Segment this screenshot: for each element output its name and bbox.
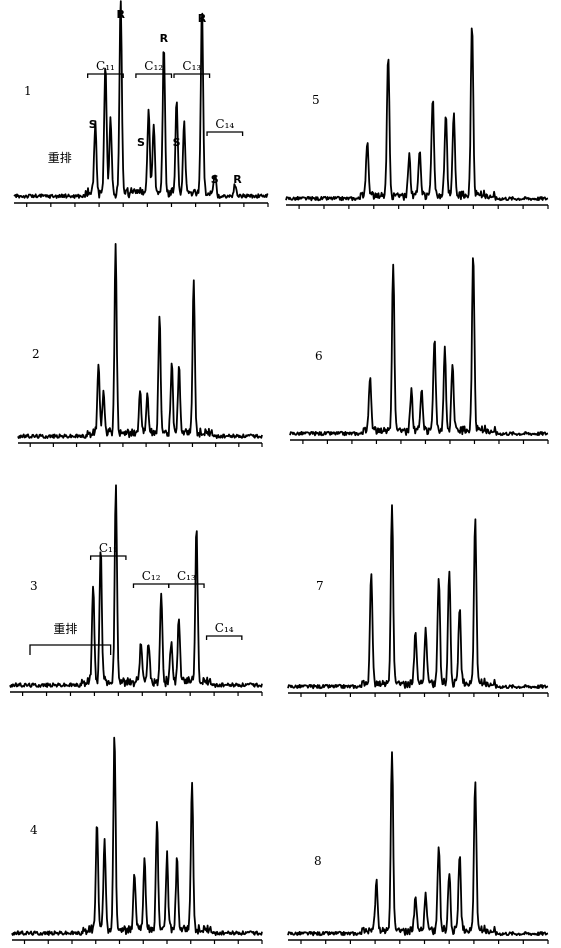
peak-label: R (198, 12, 207, 25)
panel-label: 6 (315, 349, 323, 363)
carbon-group-label: C₁₁ (96, 59, 115, 73)
peak-label: R (233, 173, 242, 186)
chromatogram-trace (287, 504, 549, 690)
carbon-group-label: C₁₄ (215, 621, 234, 635)
chromatogram-trace (289, 257, 549, 437)
panel-label: 3 (30, 579, 38, 593)
carbon-group-label: C₁₄ (215, 117, 234, 131)
chromatogram-trace (285, 27, 549, 202)
chromatogram-panel-4: 4 (11, 736, 263, 944)
peak-label: S (89, 118, 97, 131)
chromatogram-trace (287, 751, 549, 937)
chromatogram-trace (17, 242, 263, 440)
panel-label: 2 (32, 347, 40, 361)
group-bracket (173, 73, 211, 78)
group-bracket (89, 555, 127, 560)
peak-label: S (137, 136, 145, 149)
carbon-group-label: C₁₁ (99, 541, 118, 555)
chromatogram-trace (13, 0, 269, 199)
group-bracket (206, 131, 244, 136)
chromatogram-panel-5: 5 (285, 27, 549, 209)
peak-label: S (173, 136, 181, 149)
chromatogram-panel-8: 8 (287, 751, 549, 944)
carbon-group-label: C₁₃ (177, 569, 196, 583)
rearrangement-label: 重排 (48, 151, 72, 165)
group-bracket (135, 73, 173, 78)
group-bracket (87, 73, 124, 78)
peak-label: R (160, 32, 169, 45)
panel-label: 7 (316, 579, 324, 593)
rearrangement-label: 重排 (53, 622, 77, 636)
group-bracket (205, 635, 243, 640)
peak-label: R (116, 8, 125, 21)
chromatogram-trace (9, 484, 263, 688)
group-bracket (168, 583, 205, 588)
panel-label: 4 (30, 823, 38, 837)
panel-label: 5 (312, 93, 320, 107)
carbon-group-label: C₁₂ (142, 569, 161, 583)
rearrangement-bracket (29, 644, 112, 655)
chromatogram-panel-2: 2 (17, 242, 263, 447)
chromatogram-panel-3: 3 C₁₁ C₁₂ C₁₃ C₁₄ 重排 (9, 484, 263, 696)
chromatogram-panel-7: 7 (287, 504, 549, 697)
chromatogram-panel-1: 1 R R R S S S S R C₁₁ C₁₂ C₁₃ C₁₄ 重排 (13, 0, 269, 207)
group-bracket (132, 583, 170, 588)
peak-label: S (211, 173, 219, 186)
carbon-group-label: C₁₂ (144, 59, 163, 73)
panel-label: 1 (24, 84, 32, 98)
carbon-group-label: C₁₃ (182, 59, 201, 73)
chromatogram-trace (11, 736, 263, 936)
chromatogram-panel-6: 6 (289, 257, 549, 444)
panel-label: 8 (314, 854, 322, 868)
